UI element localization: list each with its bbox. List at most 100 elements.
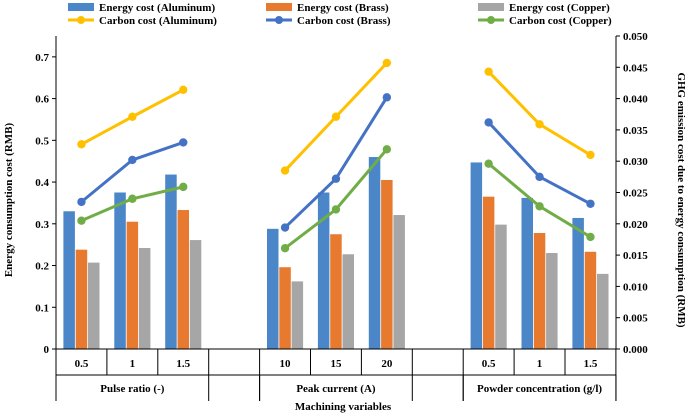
legend-label: Carbon cost (Brass)	[297, 15, 391, 27]
y-tick-label: 0.5	[35, 135, 49, 147]
x-tick-label: 20	[381, 358, 393, 370]
line-point	[77, 197, 86, 207]
bar	[597, 273, 609, 349]
bar	[291, 281, 304, 349]
x-tick-label: 1	[537, 358, 543, 370]
bar	[393, 215, 405, 349]
line-point	[179, 138, 188, 147]
bar	[317, 192, 330, 349]
line-point	[382, 58, 392, 68]
bar-layer	[63, 157, 609, 349]
line-point	[382, 145, 392, 154]
line-point	[331, 112, 341, 121]
bar	[470, 162, 483, 349]
y2-tick-label: 0.030	[623, 156, 648, 168]
line-point	[77, 216, 86, 225]
line-point	[484, 159, 493, 168]
bar	[584, 251, 597, 349]
line-point	[179, 85, 188, 95]
x-tick-label: 1.5	[176, 358, 190, 370]
y2-tick-label: 0.000	[623, 344, 648, 356]
line-point	[535, 172, 544, 182]
bar	[88, 262, 100, 349]
y2-tick-label: 0.015	[623, 250, 648, 262]
y-tick-label: 0.3	[35, 219, 49, 231]
x-axis-title: Machining variables	[295, 401, 392, 413]
x-group-label: Peak current (A)	[296, 383, 376, 395]
legend-swatch-marker	[487, 16, 495, 24]
line-point	[128, 155, 137, 165]
legend: Energy cost (Aluminum) Energy cost (Brass…	[68, 2, 612, 27]
line-point	[331, 174, 341, 183]
legend-label: Energy cost (Brass)	[297, 2, 389, 14]
line-layer	[77, 58, 595, 253]
line-point	[179, 182, 188, 192]
y2-tick-label: 0.050	[623, 31, 648, 43]
line-point	[280, 223, 290, 232]
x-tick-label: 1	[130, 358, 136, 370]
y-tick-label: 0.6	[35, 94, 49, 106]
x-tick-label: 10	[280, 358, 292, 370]
bar	[330, 234, 342, 349]
y2-tick-label: 0.005	[623, 313, 648, 325]
bar	[521, 197, 533, 349]
line-point	[484, 67, 493, 76]
y-tick-label: 0.2	[35, 261, 49, 273]
line-point	[484, 118, 493, 127]
bar	[482, 196, 495, 349]
legend-swatch-marker	[275, 16, 283, 24]
line-point	[586, 232, 595, 242]
line-point	[128, 112, 137, 121]
line-point	[128, 194, 137, 203]
bar	[381, 179, 393, 349]
y2-tick-label: 0.020	[623, 219, 648, 231]
line-point	[586, 150, 595, 160]
bar	[63, 211, 75, 349]
y2-tick-label: 0.025	[623, 188, 648, 200]
bar	[368, 157, 381, 349]
legend-label: Energy cost (Aluminum)	[99, 2, 215, 14]
line-point	[586, 199, 595, 208]
bar	[126, 221, 139, 349]
legend-label: Energy cost (Copper)	[509, 2, 610, 14]
bar	[546, 253, 558, 349]
bar	[342, 254, 354, 349]
x-group-label: Pulse ratio (-)	[100, 383, 164, 395]
y2-tick-label: 0.045	[623, 62, 648, 74]
y-tick-label: 0.1	[35, 302, 49, 314]
y2-tick-label: 0.010	[623, 281, 648, 293]
bar	[572, 217, 584, 349]
y-tick-label: 0.7	[35, 52, 49, 64]
legend-label: Carbon cost (Aluminum)	[99, 15, 217, 27]
line-point	[280, 166, 290, 175]
bar	[279, 267, 291, 349]
y2-tick-label: 0.040	[623, 94, 648, 106]
bar	[267, 228, 279, 349]
x-tick-label: 1.5	[584, 358, 598, 370]
line-point	[280, 244, 290, 253]
y2-axis-title: GHG emission cost due to energy consumpt…	[675, 72, 685, 327]
line-point	[535, 120, 544, 129]
bar	[533, 232, 546, 349]
bar	[189, 240, 202, 349]
bar	[75, 249, 88, 349]
y-tick-label: 0.4	[35, 177, 49, 189]
line-point	[535, 202, 544, 211]
legend-swatch	[266, 3, 292, 11]
x-tick-label: 0.5	[75, 358, 89, 370]
legend-swatch	[478, 3, 504, 11]
x-tick-label: 0.5	[482, 358, 496, 370]
bar	[495, 224, 507, 349]
y2-tick-label: 0.035	[623, 125, 648, 137]
legend-swatch-marker	[77, 16, 85, 24]
series-line	[487, 70, 592, 157]
line-point	[331, 205, 341, 214]
bar	[138, 248, 151, 349]
x-tick-label: 15	[330, 358, 342, 370]
x-group-label: Powder concentration (g/l)	[477, 383, 602, 395]
legend-label: Carbon cost (Copper)	[509, 15, 612, 27]
series-line	[487, 121, 592, 206]
legend-swatch	[68, 3, 94, 11]
bar	[165, 174, 177, 349]
